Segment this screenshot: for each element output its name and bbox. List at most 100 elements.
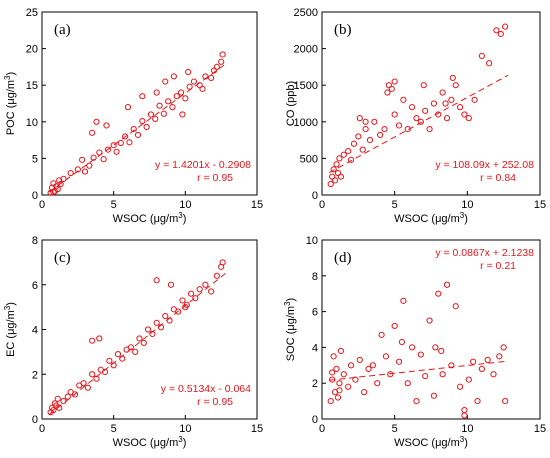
data-point bbox=[400, 297, 407, 304]
data-point bbox=[54, 186, 61, 193]
data-point bbox=[430, 392, 438, 399]
data-point bbox=[391, 111, 398, 118]
y-axis-label: CO (ppb) bbox=[285, 81, 297, 126]
x-tick-label: 15 bbox=[251, 423, 263, 435]
y-tick-label: 15 bbox=[26, 80, 38, 92]
data-point bbox=[93, 375, 100, 382]
data-point bbox=[130, 126, 137, 133]
panel-b: 0 5 10 15 0 500 1000 1500 2000 2500 WSOC (μg/m3) CO… bbox=[285, 7, 546, 225]
data-point bbox=[210, 67, 218, 74]
data-point bbox=[89, 337, 96, 344]
data-point bbox=[134, 131, 142, 139]
data-point bbox=[327, 180, 334, 188]
data-point bbox=[413, 115, 420, 122]
data-point bbox=[438, 347, 445, 355]
x-tick-label: 10 bbox=[179, 423, 191, 435]
data-point bbox=[347, 156, 355, 163]
data-point bbox=[71, 391, 79, 398]
y-tick-label: 6 bbox=[312, 307, 318, 319]
data-point bbox=[417, 351, 424, 358]
x-tick-label: 5 bbox=[392, 199, 398, 211]
data-point bbox=[426, 126, 433, 133]
data-point bbox=[452, 303, 459, 310]
data-point bbox=[420, 82, 427, 89]
panel-label: (a) bbox=[54, 22, 71, 38]
x-tick-label: 0 bbox=[39, 423, 45, 435]
fit-line bbox=[48, 63, 226, 193]
data-point bbox=[162, 78, 169, 85]
data-point bbox=[202, 281, 209, 288]
correlation-label: r = 0.21 bbox=[480, 260, 516, 272]
data-point bbox=[126, 139, 133, 146]
data-point bbox=[478, 365, 485, 372]
data-point bbox=[334, 394, 342, 401]
y-tick-label: 2 bbox=[312, 378, 318, 390]
data-point bbox=[80, 380, 87, 387]
y-tick-label: 6 bbox=[32, 280, 38, 292]
data-point bbox=[219, 51, 226, 58]
data-point bbox=[461, 412, 468, 419]
fit-equation: y = 108.09x + 252.08 bbox=[435, 159, 534, 171]
data-point bbox=[337, 347, 344, 355]
x-axis-label: WSOC (μg/m3) bbox=[394, 435, 468, 449]
data-point bbox=[413, 398, 420, 405]
data-point bbox=[79, 156, 86, 163]
data-point bbox=[374, 380, 381, 387]
x-axis-label: WSOC (μg/m3) bbox=[113, 435, 187, 449]
data-point bbox=[448, 362, 455, 369]
data-point bbox=[391, 78, 398, 85]
data-point bbox=[352, 376, 359, 383]
data-point bbox=[136, 335, 143, 342]
data-point bbox=[86, 162, 93, 169]
panel-label: (c) bbox=[54, 250, 71, 266]
panel-a: 0 5 10 15 0 5 10 15 20 25 WSOC (μg/m3) POC (μg/m3) (… bbox=[3, 7, 263, 225]
panel-label: (d) bbox=[334, 250, 352, 266]
y-tick-label: 5 bbox=[32, 153, 38, 165]
data-point bbox=[208, 74, 215, 81]
data-point bbox=[442, 100, 449, 107]
data-point bbox=[67, 169, 74, 177]
data-point bbox=[404, 126, 411, 133]
data-point bbox=[56, 404, 63, 411]
y-tick-label: 4 bbox=[32, 325, 38, 337]
data-point bbox=[60, 175, 67, 182]
data-point bbox=[443, 115, 451, 122]
data-point bbox=[106, 357, 113, 364]
data-point bbox=[486, 60, 493, 67]
data-point bbox=[395, 122, 403, 129]
data-point bbox=[422, 372, 429, 380]
data-point bbox=[329, 369, 336, 376]
data-point bbox=[461, 111, 468, 118]
data-point bbox=[365, 365, 372, 372]
data-point bbox=[140, 339, 147, 347]
y-tick-label: 2500 bbox=[294, 7, 318, 19]
data-point bbox=[493, 27, 500, 34]
data-point bbox=[345, 147, 352, 155]
data-point bbox=[179, 111, 186, 118]
data-point bbox=[448, 96, 455, 103]
data-point bbox=[89, 129, 96, 136]
data-point bbox=[152, 115, 159, 122]
y-axis-label: POC (μg/m3) bbox=[3, 72, 17, 135]
x-tick-label: 5 bbox=[111, 199, 117, 211]
data-point bbox=[366, 137, 374, 144]
data-point bbox=[471, 96, 478, 103]
data-point bbox=[395, 358, 403, 365]
x-tick-label: 0 bbox=[319, 199, 325, 211]
data-point bbox=[439, 89, 446, 96]
fit-equation: y = 1.4201x - 0.2908 bbox=[155, 159, 251, 171]
data-point bbox=[175, 308, 182, 315]
data-point bbox=[490, 371, 497, 378]
y-tick-label: 8 bbox=[32, 235, 38, 247]
data-point bbox=[219, 259, 226, 266]
y-tick-label: 1500 bbox=[294, 80, 318, 92]
data-point bbox=[114, 351, 122, 358]
y-tick-label: 0 bbox=[312, 190, 318, 202]
data-point bbox=[177, 89, 185, 96]
x-tick-label: 10 bbox=[461, 199, 473, 211]
data-point bbox=[417, 118, 424, 125]
y-tick-label: 10 bbox=[306, 235, 318, 247]
data-point bbox=[208, 288, 215, 295]
